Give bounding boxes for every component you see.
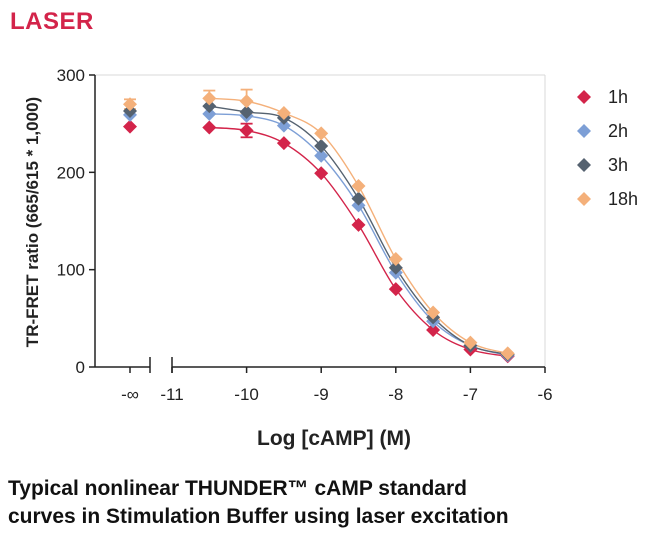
chart-canvas: 0 100 200 300 -∞ -11 -10 -9 -8 -7 -6 1h 2h 3h 18h TR-… [23, 66, 638, 450]
plot-frame: 0 100 200 300 -∞ -11 -10 -9 -8 -7 -6 [57, 66, 553, 404]
caption-line-1: Typical nonlinear THUNDER™ cAMP standard [8, 477, 467, 500]
legend-marker-18h [577, 192, 591, 206]
x-tick-label: -6 [537, 385, 552, 404]
data-point-1h [276, 136, 291, 151]
x-tick-label: -7 [463, 385, 478, 404]
caption-line-2: curves in Stimulation Buffer using laser… [8, 505, 509, 528]
data-point-18h [500, 346, 515, 361]
data-point-18h [388, 251, 403, 266]
data-point-1h [351, 217, 366, 232]
x-tick-label: -8 [388, 385, 403, 404]
legend-label-1h: 1h [608, 87, 628, 107]
data-point-18h [239, 94, 254, 109]
legend-marker-2h [577, 124, 591, 138]
data-point-3h [314, 139, 329, 154]
error-bars [124, 88, 253, 139]
chart-header: LASER [10, 8, 94, 35]
data-point-1h [426, 323, 441, 338]
fit-curve-1h [209, 126, 508, 357]
data-point-3h [202, 99, 217, 114]
x-tick-label: -11 [160, 385, 183, 404]
y-tick-label: 300 [57, 66, 85, 85]
x-axis-label: Log [cAMP] (M) [257, 427, 411, 450]
data-point-2h [276, 118, 291, 133]
legend-label-18h: 18h [608, 189, 638, 209]
y-tick-label: 200 [57, 163, 85, 182]
legend-label-2h: 2h [608, 121, 628, 141]
data-point-1h [388, 282, 403, 297]
data-points [123, 91, 515, 364]
x-tick-label: -9 [314, 385, 329, 404]
legend-marker-1h [577, 90, 591, 104]
data-point-18h [276, 105, 291, 120]
data-point-1h [314, 166, 329, 181]
data-point-3h [351, 191, 366, 206]
y-tick-label: 100 [57, 261, 85, 280]
legend-label-3h: 3h [608, 155, 628, 175]
data-point-18h [351, 178, 366, 193]
data-point-3h [239, 104, 254, 119]
data-point-2h [314, 148, 329, 163]
data-point-18h [202, 91, 217, 106]
data-point-1h [202, 120, 217, 135]
x-tick-label: -∞ [121, 385, 139, 404]
x-tick-label: -10 [234, 385, 259, 404]
data-point-18h [123, 97, 137, 112]
data-point-18h [426, 305, 441, 320]
data-point-18h [314, 126, 329, 141]
legend: 1h 2h 3h 18h [577, 87, 638, 209]
legend-marker-3h [577, 158, 591, 172]
y-axis-label: TR-FRET ratio (665/615 * 1,000) [23, 97, 42, 347]
fit-curve-2h [209, 113, 508, 356]
data-point-18h [463, 335, 478, 350]
figure-caption: Typical nonlinear THUNDER™ cAMP standard… [8, 475, 658, 531]
data-point-1h [123, 119, 137, 134]
data-point-2h [202, 106, 217, 121]
data-point-1h [239, 123, 254, 138]
data-point-3h [388, 260, 403, 275]
y-tick-label: 0 [76, 358, 85, 377]
